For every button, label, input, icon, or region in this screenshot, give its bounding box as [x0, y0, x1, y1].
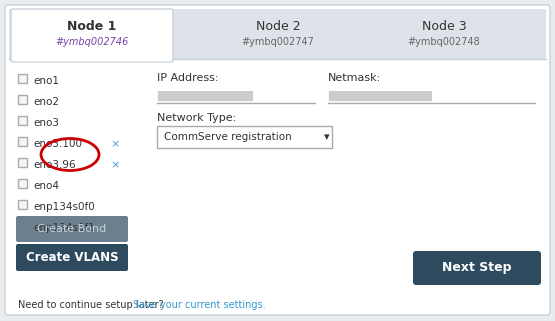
FancyBboxPatch shape	[16, 216, 128, 242]
Text: ×: ×	[110, 160, 120, 170]
Text: eno3.96: eno3.96	[33, 160, 75, 170]
Text: Node 2: Node 2	[256, 21, 300, 33]
Text: IP Address:: IP Address:	[157, 73, 219, 83]
Text: eno3.100: eno3.100	[33, 139, 82, 149]
Text: eno4: eno4	[33, 181, 59, 191]
FancyBboxPatch shape	[18, 137, 27, 146]
FancyBboxPatch shape	[18, 158, 27, 167]
FancyBboxPatch shape	[16, 244, 128, 271]
Text: CommServe registration: CommServe registration	[164, 132, 292, 142]
Text: eno2: eno2	[33, 97, 59, 107]
Text: ▾: ▾	[324, 132, 330, 142]
FancyBboxPatch shape	[11, 9, 173, 62]
FancyBboxPatch shape	[157, 126, 332, 148]
FancyBboxPatch shape	[18, 200, 27, 209]
Text: eno3: eno3	[33, 118, 59, 128]
Text: ████████████: ████████████	[157, 91, 253, 101]
Text: #ymbq002746: #ymbq002746	[56, 37, 129, 47]
Text: #ymbq002747: #ymbq002747	[241, 37, 315, 47]
Text: Create VLANS: Create VLANS	[26, 251, 118, 264]
Text: Save your current settings.: Save your current settings.	[133, 300, 266, 310]
FancyBboxPatch shape	[413, 251, 541, 285]
FancyBboxPatch shape	[18, 95, 27, 104]
Text: Create Bond: Create Bond	[37, 224, 107, 234]
Text: █████████████: █████████████	[328, 91, 432, 101]
FancyBboxPatch shape	[18, 179, 27, 188]
Text: enp134s0f1: enp134s0f1	[33, 223, 95, 233]
Text: Netmask:: Netmask:	[328, 73, 381, 83]
FancyBboxPatch shape	[18, 74, 27, 83]
FancyBboxPatch shape	[5, 5, 550, 315]
Text: Network Type:: Network Type:	[157, 113, 236, 123]
FancyBboxPatch shape	[9, 9, 546, 59]
Text: ×: ×	[110, 139, 120, 149]
FancyBboxPatch shape	[18, 221, 27, 230]
Text: Node 1: Node 1	[67, 21, 117, 33]
Text: Next Step: Next Step	[442, 262, 512, 274]
Text: Node 3: Node 3	[422, 21, 466, 33]
FancyBboxPatch shape	[18, 116, 27, 125]
Text: enp134s0f0: enp134s0f0	[33, 202, 95, 212]
Text: Need to continue setup later?: Need to continue setup later?	[18, 300, 164, 310]
Text: #ymbq002748: #ymbq002748	[407, 37, 481, 47]
Text: eno1: eno1	[33, 76, 59, 86]
